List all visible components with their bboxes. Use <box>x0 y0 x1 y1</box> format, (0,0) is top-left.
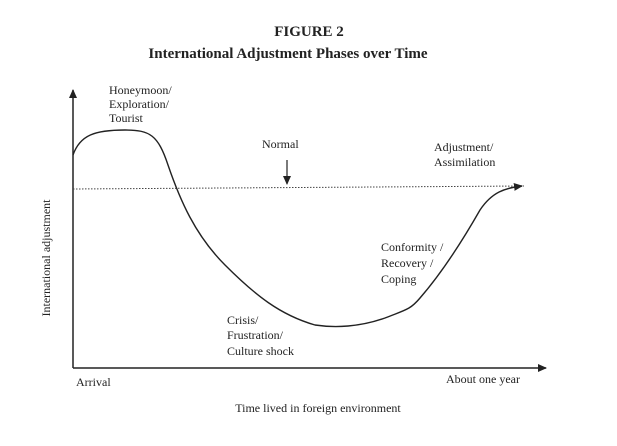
label-line: Assimilation <box>434 155 495 169</box>
label-line: Culture shock <box>227 344 294 358</box>
label-line: Conformity / <box>381 240 444 254</box>
normal-label: Normal <box>262 137 299 151</box>
label-line: Crisis/ <box>227 313 259 327</box>
label-line: Adjustment/ <box>434 140 494 154</box>
label-line: Exploration/ <box>109 97 170 111</box>
label-line: Recovery / <box>381 256 434 270</box>
honeymoon-label: Honeymoon/ Exploration/ Tourist <box>109 83 175 125</box>
normal-line <box>72 185 525 190</box>
adjustment-curve <box>72 129 523 328</box>
x-axis-label: Time lived in foreign environment <box>235 401 401 415</box>
label-line: Coping <box>381 272 416 286</box>
figure-title: International Adjustment Phases over Tim… <box>148 46 428 62</box>
label-line: Frustration/ <box>227 328 284 342</box>
figure-label: FIGURE 2 <box>274 24 344 40</box>
y-axis-label: International adjustment <box>39 199 53 317</box>
adjustment-label: Adjustment/ Assimilation <box>434 140 496 169</box>
crisis-label: Crisis/ Frustration/ Culture shock <box>227 313 294 358</box>
label-line: Tourist <box>109 111 143 125</box>
conformity-label: Conformity / Recovery / Coping <box>381 240 446 286</box>
x-start-label: Arrival <box>76 375 111 389</box>
x-end-label: About one year <box>446 372 520 386</box>
label-line: Honeymoon/ <box>109 83 172 97</box>
